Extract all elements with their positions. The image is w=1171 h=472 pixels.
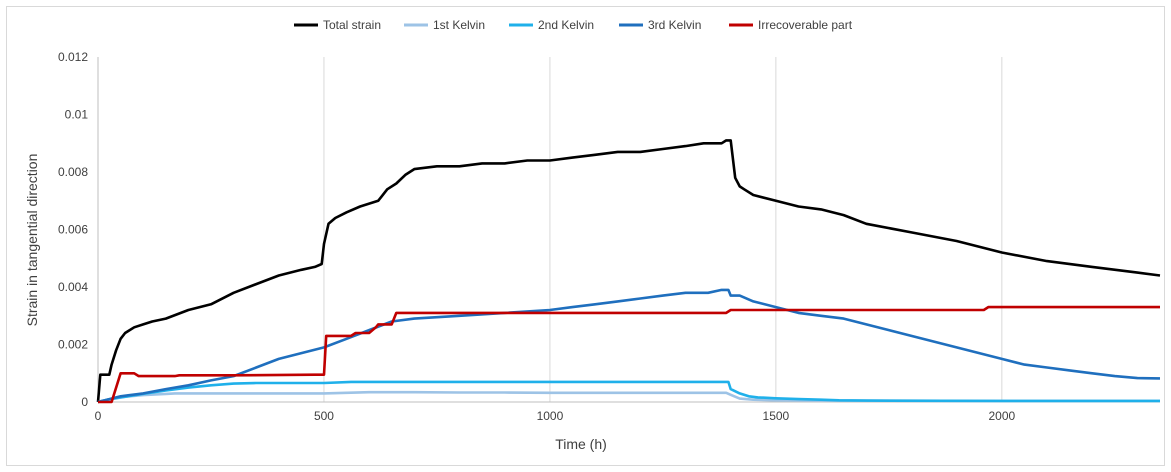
y-axis-label: Strain in tangential direction xyxy=(24,154,40,327)
series-line-3rd-kelvin xyxy=(97,288,1161,404)
y-tick-label: 0.002 xyxy=(58,338,88,352)
series-line-irrecoverable-part xyxy=(98,305,1160,404)
legend-label: Total strain xyxy=(323,18,381,32)
line-chart: Total strain 1st Kelvin 2nd Kelvin 3rd Kelv… xyxy=(24,18,1161,452)
grid-lines xyxy=(323,57,1003,402)
axes: 0 500 1000 1500 2000 0 0.002 0.004 0.006 0.008 0.0… xyxy=(58,50,1160,423)
x-tick-label: 2000 xyxy=(988,409,1015,423)
series-lines xyxy=(96,139,1161,404)
x-tick-label: 1000 xyxy=(537,409,564,423)
y-tick-label: 0.006 xyxy=(58,223,88,237)
series-line-1st-kelvin xyxy=(97,390,1160,404)
series-line-2nd-kelvin xyxy=(97,380,1160,404)
x-axis-label: Time (h) xyxy=(555,436,607,452)
series-line-total-strain xyxy=(96,139,1161,403)
x-tick-label: 1500 xyxy=(763,409,790,423)
legend: Total strain 1st Kelvin 2nd Kelvin 3rd Kelv… xyxy=(294,18,853,32)
y-tick-label: 0.012 xyxy=(58,50,88,64)
legend-label: Irrecoverable part xyxy=(758,18,853,32)
x-tick-label: 500 xyxy=(314,409,334,423)
y-tick-label: 0.01 xyxy=(65,108,89,122)
legend-label: 1st Kelvin xyxy=(433,18,485,32)
chart-frame: Total strain 1st Kelvin 2nd Kelvin 3rd Kelv… xyxy=(6,6,1165,466)
legend-label: 3rd Kelvin xyxy=(648,18,701,32)
y-tick-label: 0.008 xyxy=(58,165,88,179)
x-tick-label: 0 xyxy=(95,409,102,423)
legend-label: 2nd Kelvin xyxy=(538,18,594,32)
y-tick-label: 0 xyxy=(81,395,88,409)
y-tick-label: 0.004 xyxy=(58,280,88,294)
